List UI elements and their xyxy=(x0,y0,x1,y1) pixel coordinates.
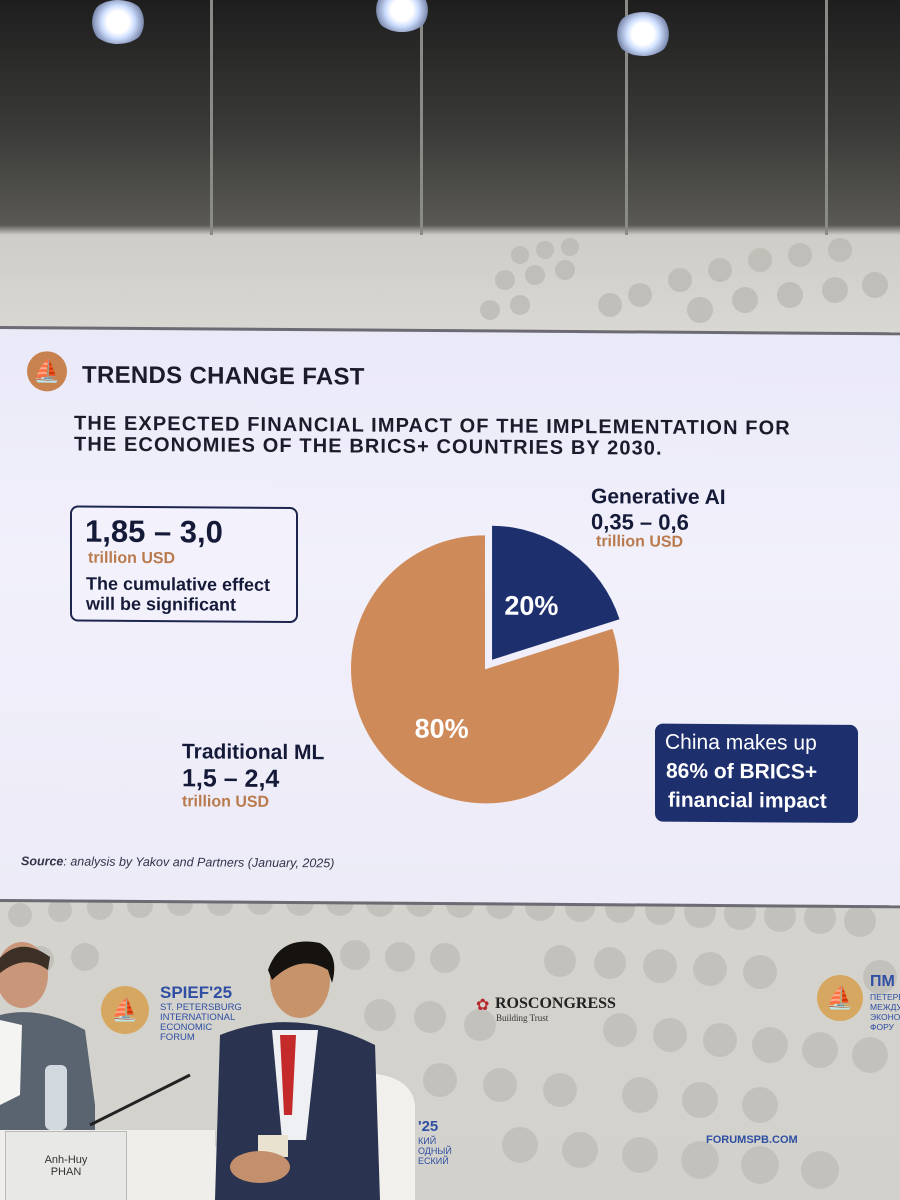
china-line3: financial impact xyxy=(668,788,827,813)
pmef-subtitle: ПЕТЕРБ МЕЖДУ ЭКОНО ФОРУ xyxy=(870,992,900,1032)
mid-line3: ЕСКИЙ xyxy=(418,1156,449,1166)
traditional-ml-range: 1,5 – 2,4 xyxy=(182,764,280,793)
pmef-title: ПМ xyxy=(870,973,895,990)
nameplate-first-name: Anh-Huy xyxy=(44,1154,88,1166)
generative-ai-label: Generative AI 0,35 – 0,6 trillion USD xyxy=(591,485,726,552)
ceiling-rod xyxy=(825,0,828,235)
generative-ai-unit: trillion USD xyxy=(596,533,684,551)
spief-line3: ECONOMIC xyxy=(160,1022,213,1033)
china-line1: China makes up xyxy=(665,730,817,755)
total-range: 1,85 – 3,0 xyxy=(85,513,223,550)
ceiling-spotlight xyxy=(614,12,672,56)
pmef-ship-logo-icon: ⛵ xyxy=(817,975,863,1021)
pie-slice-label: 80% xyxy=(415,714,469,744)
source-text: : analysis by Yakov and Partners (Januar… xyxy=(63,854,335,871)
generative-ai-name: Generative AI xyxy=(591,485,726,510)
source-note: Source: analysis by Yakov and Partners (… xyxy=(21,854,334,870)
center-speaker-hands xyxy=(230,1151,290,1183)
ceiling-spotlight xyxy=(89,0,147,44)
microphone xyxy=(89,1073,191,1127)
mid-year-text: '25 xyxy=(418,1118,439,1135)
nameplate-last-name: PHAN xyxy=(50,1166,82,1178)
pie-chart: 20% 80% xyxy=(351,525,620,804)
pie-slice xyxy=(351,535,619,804)
traditional-ml-name: Traditional ML xyxy=(182,740,325,765)
mid-line2: ОДНЫЙ xyxy=(418,1146,452,1156)
pie-slice-label: 20% xyxy=(504,591,558,621)
projection-screen: ⛵ TRENDS CHANGE FAST THE EXPECTED FINANC… xyxy=(0,326,900,909)
china-callout: China makes up 86% of BRICS+ financial i… xyxy=(655,723,858,823)
roscongress-rose-icon: ✿ xyxy=(476,997,490,1014)
spief-line2: INTERNATIONAL xyxy=(160,1012,236,1023)
roscongress-tagline: Building Trust xyxy=(496,1013,549,1023)
china-line2: 86% of BRICS+ xyxy=(666,759,818,784)
total-unit: trillion USD xyxy=(88,549,176,568)
left-speaker-hair xyxy=(0,946,50,973)
mid-line1: КИЙ xyxy=(418,1136,437,1146)
lanyard xyxy=(280,1035,296,1115)
roscongress-name: ROSCONGRESS xyxy=(495,995,616,1012)
speaker-nameplate: Anh-Huy PHAN xyxy=(5,1131,127,1200)
spief-line1: ST. PETERSBURG xyxy=(160,1002,242,1013)
left-speaker-shirt xyxy=(0,1020,22,1105)
traditional-ml-label: Traditional ML 1,5 – 2,4 trillion USD xyxy=(182,740,324,812)
source-label: Source xyxy=(21,854,64,869)
pie-slice xyxy=(492,525,620,660)
total-desc-line2: will be significant xyxy=(86,593,237,615)
pmef-line2: МЕЖДУ xyxy=(870,1002,900,1012)
spief-title: SPIEF'25 xyxy=(160,983,233,1002)
ceiling-rod xyxy=(210,0,213,235)
spief-subtitle: ST. PETERSBURG INTERNATIONAL ECONOMIC FO… xyxy=(160,1003,242,1043)
center-speaker-hair xyxy=(268,941,335,983)
total-impact-box: 1,85 – 3,0 trillion USD The cumulative e… xyxy=(70,505,298,624)
water-bottle xyxy=(45,1065,67,1130)
total-description: The cumulative effect will be significan… xyxy=(86,574,270,615)
generative-ai-range: 0,35 – 0,6 xyxy=(591,509,689,535)
ship-logo-icon: ⛵ xyxy=(27,351,67,392)
slide-subtitle: THE EXPECTED FINANCIAL IMPACT OF THE IMP… xyxy=(74,413,854,461)
pmef-line4: ФОРУ xyxy=(870,1022,894,1032)
traditional-ml-unit: trillion USD xyxy=(182,793,270,811)
slide-title: TRENDS CHANGE FAST xyxy=(82,361,365,391)
total-desc-line1: The cumulative effect xyxy=(86,573,271,595)
pmef-line3: ЭКОНО xyxy=(870,1012,900,1022)
pmef-line1: ПЕТЕРБ xyxy=(870,992,900,1002)
ceiling-rod xyxy=(420,0,423,235)
forum-url: FORUMSPB.COM xyxy=(706,1134,798,1146)
ceiling-rod xyxy=(625,0,628,235)
spief-ship-logo-icon: ⛵ xyxy=(101,986,149,1034)
spief-line4: FORUM xyxy=(160,1032,195,1043)
mid-logo-text: КИЙ ОДНЫЙ ЕСКИЙ xyxy=(418,1136,452,1166)
